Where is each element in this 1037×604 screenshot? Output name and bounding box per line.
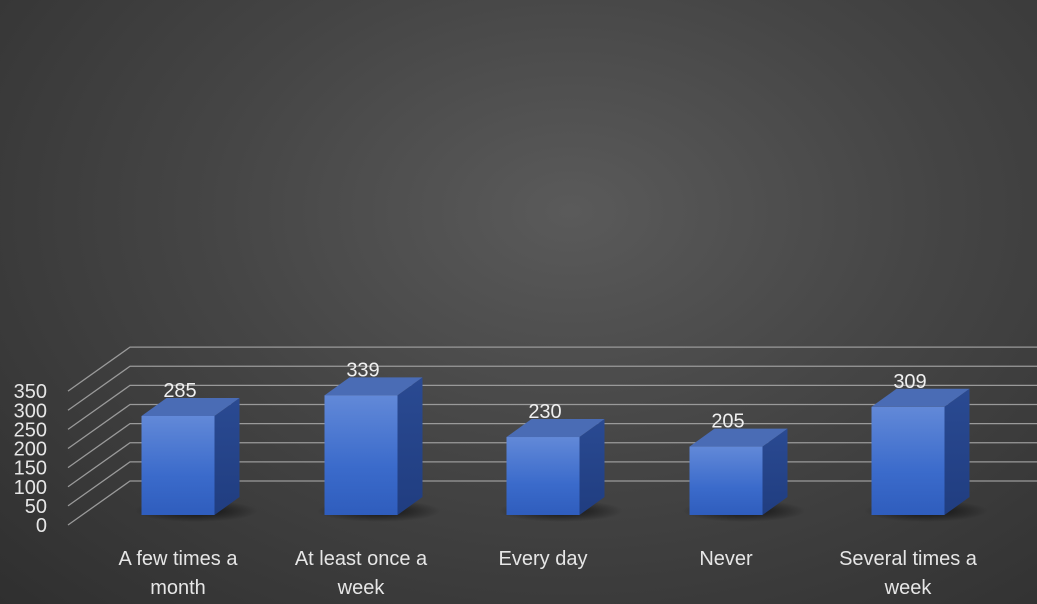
gridline xyxy=(67,422,1037,469)
y-tick-label: 350 xyxy=(14,381,47,403)
y-tick-label: 300 xyxy=(14,400,47,422)
y-tick-label: 50 xyxy=(25,496,47,518)
data-label: 309 xyxy=(893,371,926,393)
bar xyxy=(506,419,605,515)
category-label: Never xyxy=(699,548,753,570)
bar-top-face xyxy=(871,388,970,407)
gridline xyxy=(67,384,1037,430)
category-label: Every day xyxy=(499,548,588,570)
y-tick-label: 0 xyxy=(36,515,47,537)
bar-side-face xyxy=(397,377,423,515)
category-label: A few times a month xyxy=(119,548,239,599)
gridlines xyxy=(67,346,1037,526)
gridline xyxy=(67,365,1037,411)
bar xyxy=(689,428,788,515)
bar-side-face xyxy=(214,397,240,515)
gridline xyxy=(67,403,1037,450)
bar-front-face xyxy=(506,437,580,515)
bar-front-face xyxy=(689,446,763,515)
data-label: 285 xyxy=(163,380,196,402)
bar-side-face xyxy=(762,428,788,515)
bar-top-face xyxy=(141,397,240,416)
bar xyxy=(871,388,970,515)
bar-side-face xyxy=(944,388,970,515)
category-label: At least once a week xyxy=(295,548,428,599)
bar xyxy=(141,397,240,515)
bar xyxy=(324,377,423,515)
bar-top-face xyxy=(324,377,423,396)
data-labels: 285 339 230 205 309 xyxy=(163,359,926,432)
bar-top-face xyxy=(689,428,788,447)
data-label: 230 xyxy=(528,401,561,423)
bar-front-face xyxy=(324,395,398,515)
y-tick-label: 200 xyxy=(14,439,47,461)
y-tick-label: 250 xyxy=(14,419,47,441)
x-axis-categories: A few times a month At least once a week Eve… xyxy=(119,548,978,599)
bar-top-face xyxy=(506,419,605,438)
bar-side-face xyxy=(579,419,605,515)
bar-front-face xyxy=(871,406,945,515)
gridline xyxy=(67,346,1037,392)
y-tick-label: 100 xyxy=(14,477,47,499)
data-label: 339 xyxy=(346,359,379,381)
category-label: Several times a week xyxy=(839,548,978,599)
data-label: 205 xyxy=(711,411,744,433)
bars xyxy=(141,377,970,515)
bar-front-face xyxy=(141,415,215,515)
y-tick-label: 150 xyxy=(14,458,47,480)
